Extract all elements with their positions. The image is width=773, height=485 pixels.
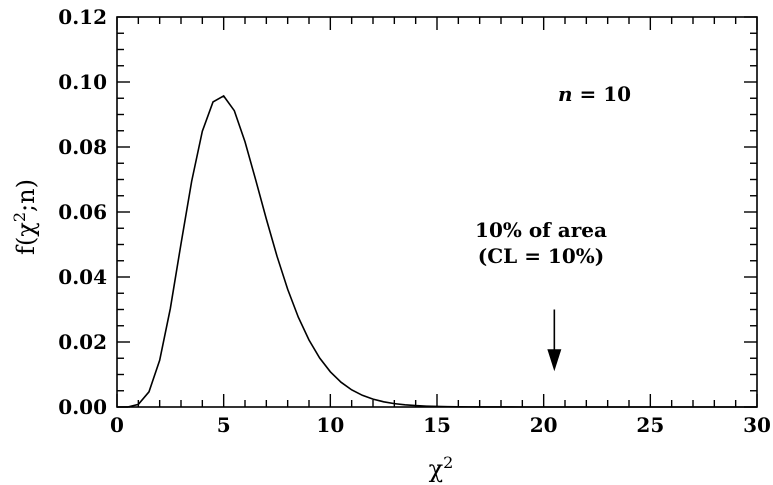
x-tick-label: 0 — [110, 413, 124, 437]
dof-label: n = 10 — [558, 82, 631, 106]
plot-area — [116, 94, 757, 408]
x-tick-label: 10 — [316, 413, 344, 437]
x-axis-title: χ2 — [429, 453, 454, 483]
y-tick-label: 0.02 — [58, 330, 107, 354]
x-tick-labels: 0 5 10 15 20 25 30 — [110, 413, 771, 437]
area-annotation-line-1: 10% of area — [475, 218, 607, 242]
y-tick-label: 0.08 — [58, 135, 107, 159]
y-tick-label: 0.04 — [58, 265, 107, 289]
annotation-arrow-head — [547, 349, 562, 372]
area-annotation-line-2: (CL = 10%) — [478, 244, 604, 268]
plot-frame — [116, 16, 758, 408]
y-tick-label: 0.00 — [58, 395, 107, 419]
x-tick-label: 25 — [636, 413, 664, 437]
x-tick-label: 20 — [530, 413, 558, 437]
y-axis-title: f(χ2;n) — [10, 179, 40, 255]
x-tick-label: 15 — [423, 413, 451, 437]
y-tick-label: 0.10 — [58, 70, 107, 94]
x-tick-label: 5 — [217, 413, 231, 437]
axis-ticks — [116, 16, 758, 408]
y-tick-labels: 0.00 0.02 0.04 0.06 0.08 0.10 0.12 — [58, 5, 107, 419]
y-tick-label: 0.12 — [58, 5, 107, 29]
chi-square-curve — [116, 94, 757, 408]
y-tick-label: 0.06 — [58, 200, 107, 224]
x-tick-label: 30 — [743, 413, 771, 437]
